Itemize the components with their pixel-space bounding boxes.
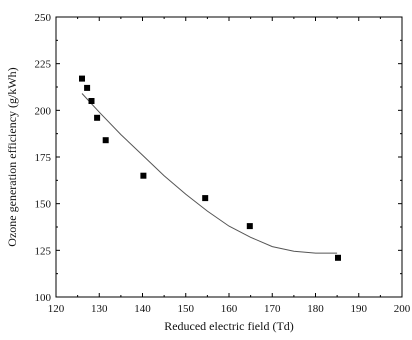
y-tick-label: 250 — [35, 12, 52, 24]
x-axis-label: Reduced electric field (Td) — [164, 319, 294, 333]
y-tick-label: 150 — [35, 199, 52, 211]
fit-curve-layer — [81, 93, 338, 254]
axes-layer: 120 130 140 150 160 170 180 190 200 100 125 150 175 2… — [35, 12, 411, 315]
data-point — [79, 75, 85, 82]
y-axis-label: Ozone generation efficiency (g/kWh) — [5, 67, 19, 246]
data-point — [335, 254, 341, 261]
data-point — [88, 98, 95, 104]
x-tick-label: 170 — [264, 303, 281, 315]
y-tick-label: 125 — [35, 245, 52, 257]
fit-curve — [81, 93, 338, 254]
x-tick-label: 120 — [48, 303, 65, 315]
data-point — [102, 137, 109, 144]
y-tick-label: 200 — [35, 105, 52, 117]
data-point — [84, 84, 91, 91]
data-point — [202, 195, 209, 202]
y-tick-label: 225 — [35, 59, 52, 71]
x-tick-label: 140 — [134, 303, 151, 315]
x-tick-label: 180 — [307, 303, 324, 315]
y-tick-label: 100 — [35, 292, 52, 304]
data-point — [140, 172, 147, 179]
x-tick-label: 190 — [351, 303, 368, 315]
data-point — [94, 114, 101, 121]
x-tick-label: 160 — [221, 303, 238, 315]
plot-frame — [55, 16, 403, 298]
y-tick-label: 175 — [35, 152, 52, 164]
data-point — [246, 223, 253, 230]
data-points-layer — [79, 75, 341, 261]
x-tick-label: 200 — [394, 303, 411, 315]
x-tick-label: 150 — [178, 303, 195, 315]
x-tick-label: 130 — [91, 303, 108, 315]
